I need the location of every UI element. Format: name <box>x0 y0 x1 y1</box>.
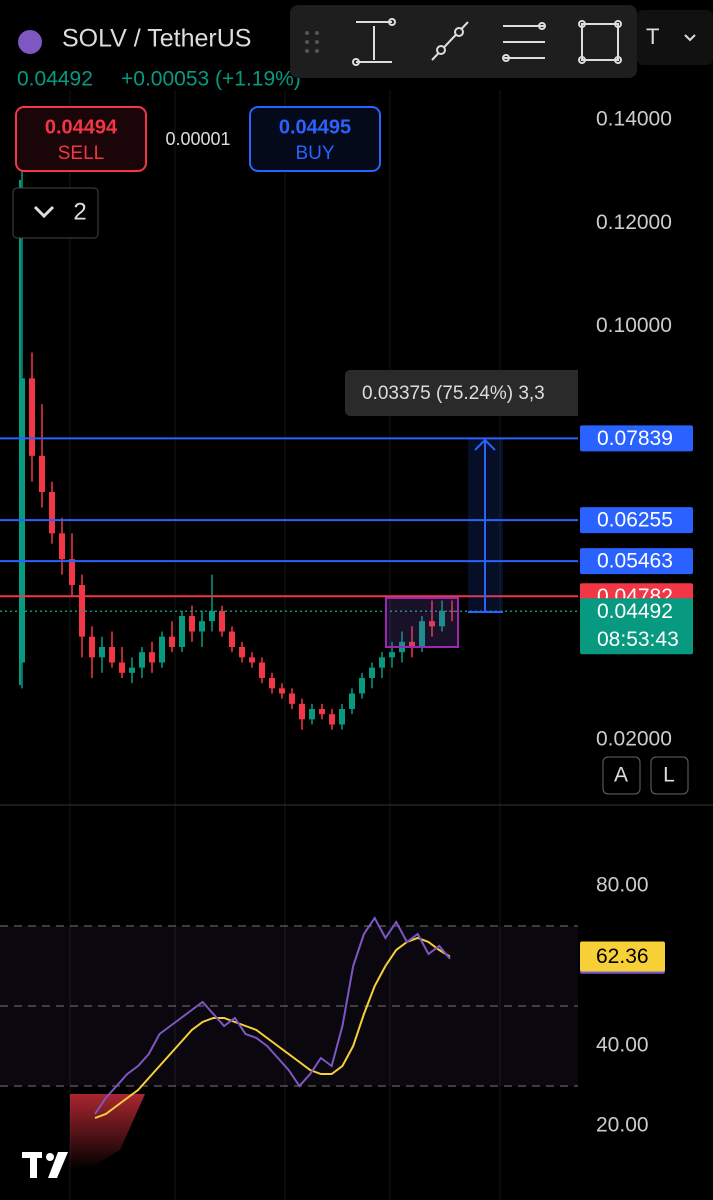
fib-tool[interactable] <box>502 22 546 62</box>
trendline-tool[interactable] <box>431 21 469 61</box>
measure-tool[interactable] <box>352 18 396 66</box>
candle-body <box>309 709 315 720</box>
candle-body <box>419 621 425 647</box>
candle-body <box>109 647 115 663</box>
axis-mask <box>578 360 713 420</box>
candle-body <box>279 688 285 694</box>
candle-body <box>319 709 325 715</box>
candle-body <box>439 610 445 627</box>
candle-body <box>269 678 275 689</box>
buy-price: 0.04495 <box>279 116 351 138</box>
sell-label: SELL <box>58 143 104 164</box>
candle-body <box>329 714 335 725</box>
measure-text: 0.03375 (75.24%) 3,3 <box>362 383 545 404</box>
buy-button[interactable] <box>249 106 381 172</box>
price-label-box <box>580 598 693 655</box>
chart-layer: 0.14000 0.12000 0.10000 0.02000 0.07839 0.062… <box>0 108 693 1137</box>
price-label: 0.07839 <box>597 427 673 450</box>
price-label: 0.05463 <box>597 550 673 573</box>
candle-body <box>39 455 45 492</box>
y-tick-label: 80.00 <box>596 874 649 897</box>
spread: 0.00001 <box>165 129 230 149</box>
candle-body <box>119 662 125 673</box>
candle-body <box>69 559 75 585</box>
candle-body <box>199 621 205 632</box>
candle-body <box>339 709 345 725</box>
buy-label: BUY <box>295 143 334 164</box>
rectangle-drawing[interactable] <box>385 597 459 648</box>
sell-price: 0.04494 <box>45 116 118 138</box>
y-tick-label: 0.14000 <box>596 108 672 131</box>
interval: T <box>646 24 659 49</box>
candle-body <box>369 667 375 678</box>
price-label-box <box>580 425 693 452</box>
candle-body <box>379 657 385 668</box>
measure-arrow-head <box>474 438 496 451</box>
candle-body <box>239 647 245 658</box>
candle-body <box>259 662 265 678</box>
measure-tooltip <box>345 370 585 416</box>
last-price: 0.04492 <box>17 68 93 91</box>
value-label: 62.36 <box>596 945 649 968</box>
coin-icon <box>18 30 42 54</box>
candle-body <box>229 631 235 647</box>
candle-body <box>29 378 35 456</box>
candle-body <box>129 667 135 673</box>
tv-logo <box>22 1152 68 1178</box>
candle-body <box>349 693 355 709</box>
candle-body <box>149 652 155 663</box>
y-tick-label: 0.12000 <box>596 211 672 234</box>
candle-body <box>409 641 415 647</box>
candle-body <box>209 610 215 622</box>
price-change: +0.00053 (+1.19%) <box>121 68 301 91</box>
price-label-box <box>580 507 693 534</box>
interval-chevron <box>684 34 696 42</box>
candle-body <box>299 703 305 720</box>
rectangle-tool[interactable] <box>578 20 622 64</box>
candle-body <box>289 693 295 704</box>
candle-body <box>189 616 195 632</box>
rsi-line <box>94 916 451 1115</box>
candle-body <box>389 652 395 658</box>
candle-body <box>169 636 175 647</box>
symbol[interactable]: SOLV / TetherUS <box>62 25 251 53</box>
candle-body <box>219 610 225 632</box>
auto-label: A <box>614 764 628 787</box>
candle-body <box>249 657 255 663</box>
countdown: 08:53:43 <box>597 628 679 651</box>
candle-body <box>89 636 95 658</box>
y-tick-label: 0.10000 <box>596 314 672 337</box>
price-label: 0.06255 <box>597 509 673 532</box>
y-tick-label: 0.02000 <box>596 728 672 751</box>
auto-button[interactable] <box>602 756 641 795</box>
drag-handle <box>305 31 319 53</box>
indicator-toggle[interactable] <box>12 187 99 239</box>
y-tick-label: 20.00 <box>596 1114 649 1137</box>
indicator-count: 2 <box>73 198 86 225</box>
price-label: 0.04492 <box>597 600 673 623</box>
candle-body <box>99 647 105 658</box>
candle-body <box>429 621 435 627</box>
chevron <box>33 205 55 219</box>
price-label-box <box>580 548 693 575</box>
interval-button[interactable] <box>637 10 713 65</box>
log-label: L <box>663 764 675 787</box>
candle-body <box>59 533 65 560</box>
value-label-box <box>580 941 665 972</box>
candle-body <box>359 678 365 694</box>
log-button[interactable] <box>650 756 689 795</box>
candle-body <box>139 652 145 668</box>
candle-body <box>179 616 185 647</box>
rsi-line <box>94 936 451 1119</box>
y-tick-label: 40.00 <box>596 1034 649 1057</box>
drawing-toolbar <box>290 5 637 78</box>
sell-button[interactable] <box>15 106 147 172</box>
candle-body <box>159 636 165 663</box>
oversold-fill <box>70 1094 145 1170</box>
candle-body <box>49 492 55 534</box>
